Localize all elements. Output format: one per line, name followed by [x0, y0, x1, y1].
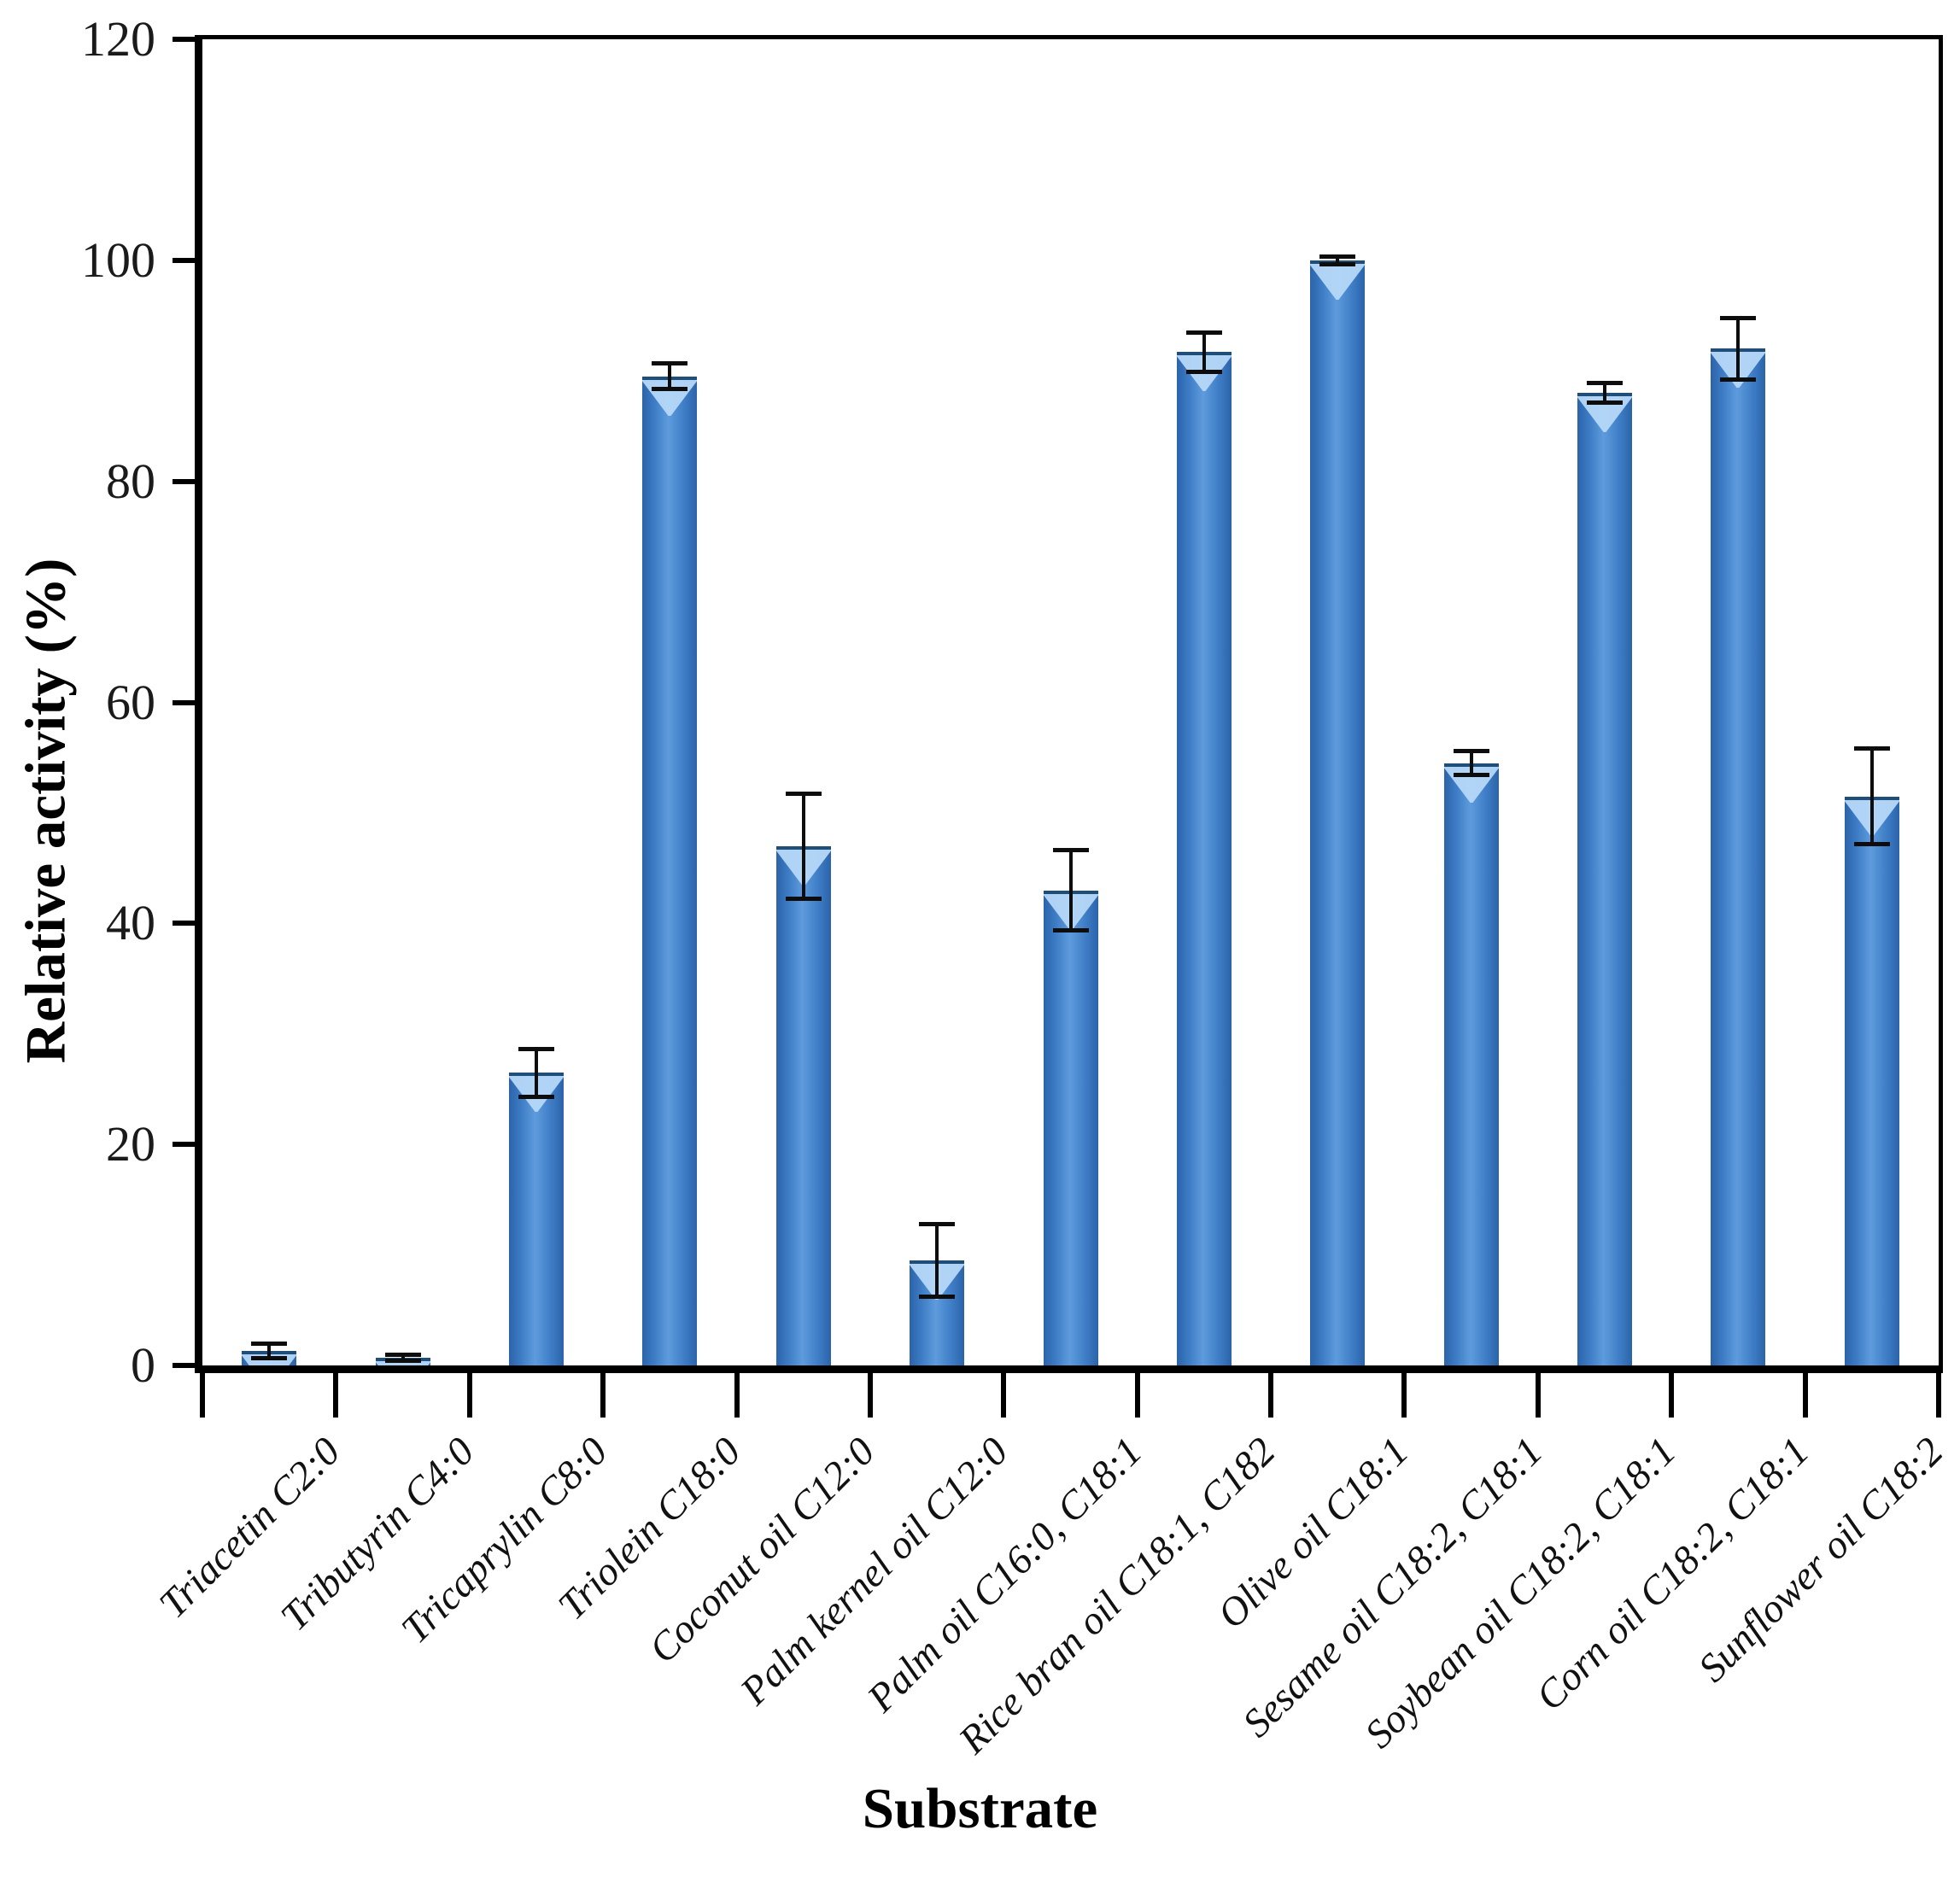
error-bar-cap-top — [785, 791, 822, 796]
error-bar-cap-bottom — [1185, 369, 1222, 374]
error-bar-cap-top — [1720, 316, 1757, 321]
error-bar-cap-top — [1453, 749, 1489, 754]
x-axis-title: Substrate — [862, 1777, 1098, 1840]
x-axis-tick — [466, 1373, 472, 1418]
x-axis-tick — [734, 1373, 740, 1418]
x-axis-tick — [600, 1373, 606, 1418]
error-bar-cap-top — [1319, 254, 1356, 259]
error-bar-cap-bottom — [1587, 400, 1624, 405]
error-bar-stem — [1469, 751, 1473, 775]
error-bar-cap-bottom — [919, 1294, 956, 1299]
error-bar-cap-top — [919, 1222, 956, 1227]
y-axis-tick — [173, 921, 195, 927]
y-axis-tick-label: 40 — [106, 895, 155, 951]
bar — [1844, 796, 1899, 1365]
error-bar-stem — [534, 1048, 538, 1097]
y-axis-tick-label: 100 — [81, 231, 155, 288]
error-bar-cap-bottom — [518, 1094, 554, 1099]
error-bar-stem — [1202, 331, 1206, 372]
error-bar-cap-top — [1587, 381, 1624, 386]
y-axis-tick — [173, 699, 195, 705]
x-axis-tick — [1669, 1373, 1675, 1418]
plot-area — [195, 35, 1943, 1373]
error-bar-stem — [1869, 747, 1874, 845]
y-axis-tick — [173, 478, 195, 484]
bar — [1310, 260, 1366, 1365]
error-bar-cap-bottom — [1052, 928, 1089, 933]
error-bar-cap-bottom — [251, 1356, 288, 1361]
error-bar-cap-bottom — [785, 896, 822, 901]
y-axis-title: Relative activity (%) — [14, 558, 78, 1064]
bar — [1711, 348, 1766, 1365]
error-bar-stem — [401, 1354, 405, 1361]
error-bar-stem — [1068, 849, 1073, 932]
error-bar-cap-bottom — [652, 387, 688, 392]
error-bar-cap-top — [1185, 330, 1222, 335]
error-bar-cap-top — [384, 1353, 421, 1358]
error-bar-cap-bottom — [1319, 262, 1356, 266]
error-bar-cap-bottom — [1720, 377, 1757, 382]
x-axis-tick — [867, 1373, 873, 1418]
x-axis-tick — [200, 1373, 205, 1418]
error-bar-stem — [668, 363, 672, 390]
y-axis-tick — [173, 257, 195, 263]
error-bar-stem — [1336, 255, 1340, 265]
x-axis-tick — [1134, 1373, 1140, 1418]
bar — [775, 845, 831, 1365]
error-bar-stem — [801, 792, 805, 899]
error-bar-stem — [1736, 318, 1741, 380]
error-bar-cap-top — [518, 1046, 554, 1051]
bar — [1577, 393, 1633, 1365]
error-bar-cap-bottom — [1453, 772, 1489, 777]
x-axis-tick — [1535, 1373, 1541, 1418]
x-axis-tick — [1936, 1373, 1941, 1418]
y-axis-tick-label: 20 — [106, 1116, 155, 1172]
bar — [642, 376, 698, 1365]
x-axis-tick — [1268, 1373, 1274, 1418]
y-axis-tick — [173, 1363, 195, 1368]
x-axis-tick — [1802, 1373, 1808, 1418]
y-axis-tick-label: 60 — [106, 674, 155, 730]
error-bar-cap-top — [652, 361, 688, 366]
error-bar-cap-bottom — [384, 1358, 421, 1363]
bar — [1176, 352, 1232, 1365]
error-bar-stem — [1603, 383, 1607, 403]
y-axis-tick-label: 0 — [131, 1337, 155, 1393]
error-bar-stem — [267, 1343, 272, 1359]
bar — [1443, 763, 1499, 1365]
bar — [508, 1073, 564, 1365]
x-axis-tick — [1401, 1373, 1407, 1418]
error-bar-stem — [935, 1224, 939, 1297]
y-axis-tick-label: 80 — [106, 453, 155, 509]
y-axis-tick — [173, 37, 195, 42]
y-axis-tick-label: 120 — [81, 11, 155, 67]
error-bar-cap-top — [1853, 745, 1890, 751]
error-bar-cap-bottom — [1853, 842, 1890, 847]
x-axis-tick — [1001, 1373, 1007, 1418]
bar — [1043, 890, 1098, 1365]
x-axis-tick — [333, 1373, 339, 1418]
error-bar-cap-top — [251, 1342, 288, 1347]
y-axis-tick — [173, 1142, 195, 1148]
error-bar-cap-top — [1052, 847, 1089, 852]
